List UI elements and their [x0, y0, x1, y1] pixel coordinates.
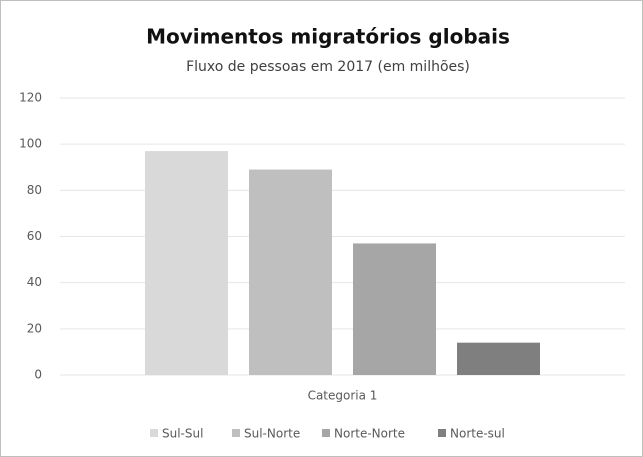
legend-swatch — [322, 429, 330, 437]
chart-title: Movimentos migratórios globais — [146, 25, 510, 49]
bar — [249, 169, 332, 375]
legend-swatch — [150, 429, 158, 437]
chart-subtitle: Fluxo de pessoas em 2017 (em milhões) — [186, 59, 470, 75]
y-tick-label: 80 — [27, 183, 42, 197]
bar — [353, 243, 436, 375]
y-tick-label: 20 — [27, 321, 42, 335]
legend-swatch — [438, 429, 446, 437]
legend-swatch — [232, 429, 240, 437]
y-tick-label: 60 — [27, 229, 42, 243]
legend-label: Norte-Norte — [334, 427, 405, 441]
y-tick-label: 40 — [27, 275, 42, 289]
legend-label: Norte-sul — [450, 427, 505, 441]
legend-label: Sul-Norte — [244, 427, 300, 441]
bar — [145, 151, 228, 375]
y-tick-label: 100 — [19, 137, 42, 151]
legend-label: Sul-Sul — [162, 427, 203, 441]
y-tick-label: 120 — [19, 91, 42, 105]
bar — [457, 342, 540, 375]
y-tick-label: 0 — [34, 368, 42, 382]
x-tick-label: Categoria 1 — [308, 389, 378, 403]
